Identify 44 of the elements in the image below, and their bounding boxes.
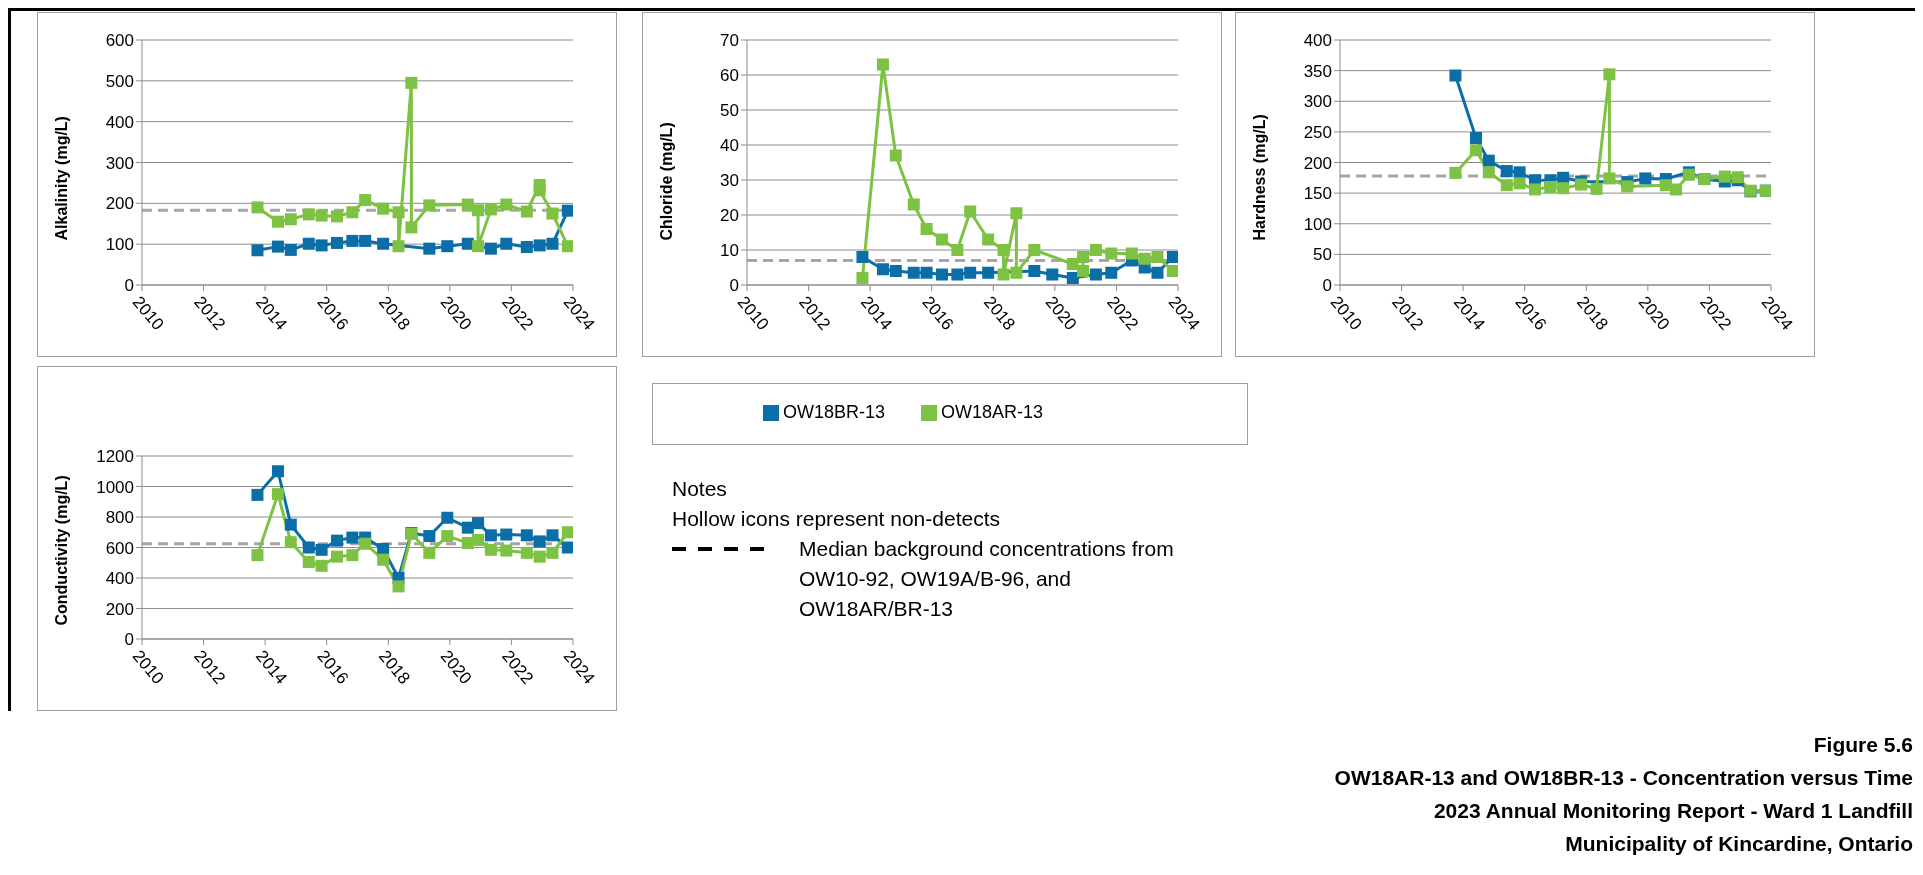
- y-axis-title: Alkalinity (mg/L): [52, 116, 70, 241]
- y-tick-label: 150: [1303, 184, 1332, 204]
- y-tick-label: 50: [720, 101, 739, 121]
- y-tick-label: 600: [105, 538, 134, 558]
- y-tick-label: 800: [105, 508, 134, 528]
- text: Municipality of Kincardine, Ontario: [1564, 831, 1913, 857]
- y-tick-label: 400: [105, 569, 134, 589]
- y-tick-label: 30: [720, 171, 739, 191]
- y-tick-label: 0: [124, 630, 134, 650]
- y-axis-title: Chloride (mg/L): [657, 122, 675, 241]
- y-tick-label: 600: [105, 31, 134, 51]
- y-tick-label: 1200: [96, 447, 134, 467]
- text: Figure 5.6: [1812, 732, 1913, 758]
- y-tick-label: 0: [124, 276, 134, 296]
- legend-label: OW18AR-13: [941, 402, 1044, 422]
- y-tick-label: 60: [720, 66, 739, 86]
- y-tick-label: 500: [105, 71, 134, 91]
- y-tick-label: 300: [1303, 92, 1332, 112]
- y-tick-label: 300: [105, 153, 134, 173]
- text: 2023 Annual Monitoring Report - Ward 1 Landfill: [1432, 798, 1913, 824]
- y-axis-title: Conductivity (mg/L): [52, 475, 70, 626]
- y-tick-label: 20: [720, 206, 739, 226]
- y-tick-label: 250: [1303, 122, 1332, 142]
- y-tick-label: 40: [720, 136, 739, 156]
- y-tick-label: 10: [720, 241, 739, 261]
- y-tick-label: 400: [105, 112, 134, 132]
- y-axis-title: Hardness (mg/L): [1250, 114, 1268, 241]
- y-tick-label: 50: [1313, 245, 1332, 265]
- y-tick-label: 200: [105, 599, 134, 619]
- y-tick-label: 100: [105, 235, 134, 255]
- y-tick-label: 0: [729, 276, 739, 296]
- y-tick-label: 0: [1322, 276, 1332, 296]
- y-tick-label: 100: [1303, 214, 1332, 234]
- text: Hollow icons represent non-detects: [672, 506, 1001, 532]
- y-tick-label: 350: [1303, 61, 1332, 81]
- y-tick-label: 200: [1303, 153, 1332, 173]
- y-tick-label: 200: [105, 194, 134, 214]
- y-tick-label: 70: [720, 31, 739, 51]
- legend-label: OW18BR-13: [783, 402, 886, 422]
- text: Median background concentrations from OW10-92, OW19A/B-96, and OW18AR/BR-13: [799, 536, 1175, 622]
- y-tick-label: 1000: [96, 477, 134, 497]
- y-tick-label: 400: [1303, 31, 1332, 51]
- text: Notes: [672, 476, 728, 502]
- text: OW18AR-13 and OW18BR-13 - Concentration versus Time: [1334, 765, 1913, 791]
